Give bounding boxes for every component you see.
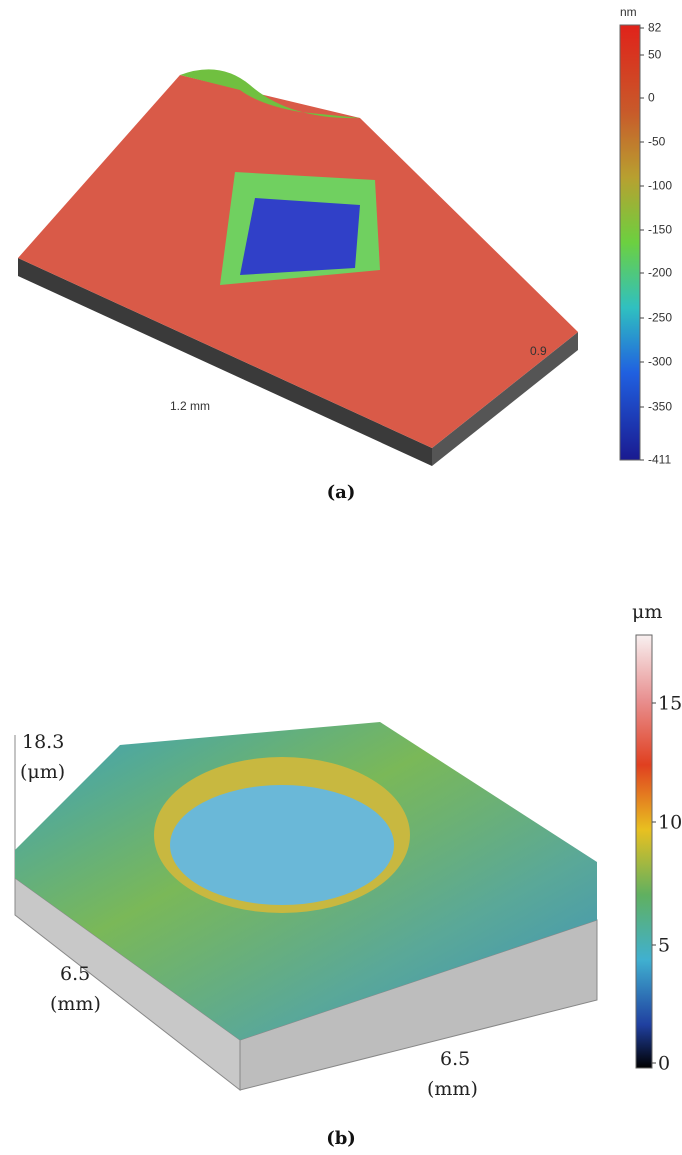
axis-label: 1.2 mm: [170, 399, 210, 413]
colorbar: [636, 635, 652, 1068]
axis-label: (μm): [20, 761, 65, 783]
panel-a: nm 82500-50-100-150-200-250-300-350-411 …: [18, 5, 672, 503]
colorbar-unit: nm: [620, 5, 637, 19]
colorbar-tick-label: 5: [658, 935, 670, 957]
axis-label: 6.5: [440, 1048, 470, 1070]
colorbar-tick-label: -250: [648, 311, 672, 325]
pit-floor: [240, 198, 360, 275]
axis-label: 18.3: [22, 731, 64, 753]
colorbar-tick-label: -300: [648, 355, 672, 369]
colorbar-tick-label: -200: [648, 266, 672, 280]
colorbar-tick-label: -150: [648, 223, 672, 237]
colorbar-tick-label: -100: [648, 179, 672, 193]
crater-floor: [170, 785, 394, 905]
axis-label: (mm): [427, 1078, 478, 1100]
colorbar: [620, 25, 640, 460]
caption: (a): [327, 482, 356, 503]
colorbar-tick-label: 0: [658, 1053, 670, 1075]
colorbar-tick-label: -50: [648, 135, 666, 149]
colorbar-tick-label: 50: [648, 48, 662, 62]
caption: (b): [326, 1128, 356, 1149]
axis-label: 0.9: [530, 344, 547, 358]
colorbar-tick-label: 15: [658, 693, 682, 715]
colorbar-tick-label: 82: [648, 21, 662, 35]
colorbar-tick-label: -411: [648, 453, 671, 467]
axis-label: (mm): [50, 993, 101, 1015]
colorbar-tick-label: 10: [658, 812, 682, 834]
panel-b: μm 15 10 5 0 18.3 (μm) 6.5 (mm) 6.5 (mm) (b…: [15, 601, 682, 1149]
colorbar-tick-label: -350: [648, 400, 672, 414]
colorbar-tick-label: 0: [648, 91, 655, 105]
axis-label: 6.5: [60, 963, 90, 985]
figure: nm 82500-50-100-150-200-250-300-350-411 …: [0, 0, 682, 1155]
colorbar-unit: μm: [632, 601, 662, 623]
